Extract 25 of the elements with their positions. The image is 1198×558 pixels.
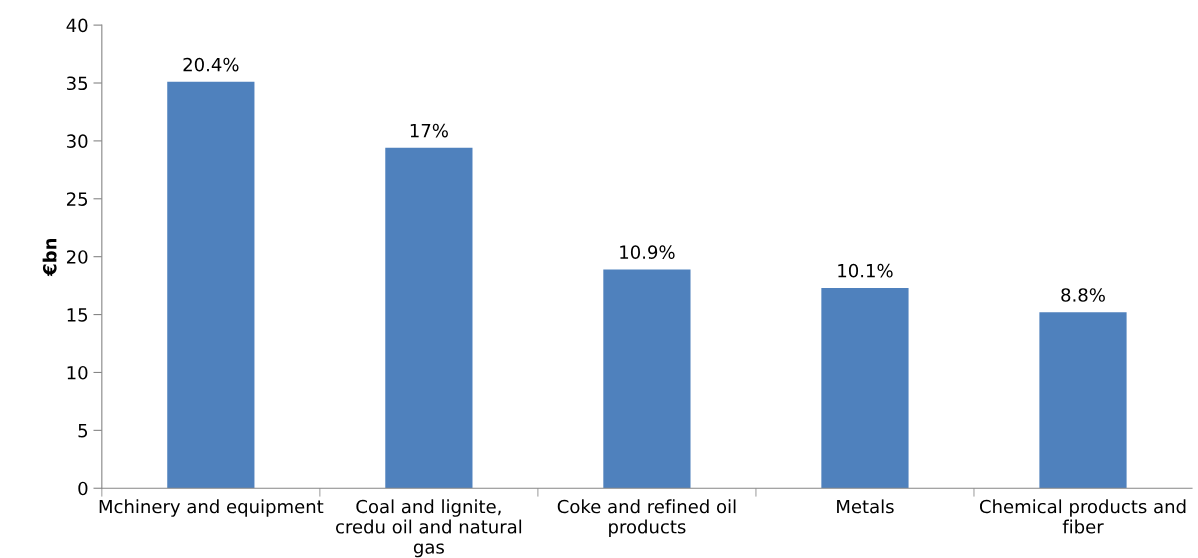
y-tick-label: 15: [67, 308, 88, 322]
annotation: 10.1%: [838, 263, 893, 278]
bar: [821, 287, 909, 489]
bar: [167, 81, 255, 489]
bar: [1039, 312, 1127, 489]
bar: [603, 269, 691, 489]
annotation: 8.8%: [1061, 288, 1105, 302]
y-tick-label: 0: [78, 481, 88, 496]
bar: [385, 147, 473, 489]
x-tick-label: Chemical products and fiber: [979, 499, 1186, 534]
x-tick-label: Coal and lignite, credu oil and natural gas: [336, 499, 522, 558]
y-tick-label: 40: [66, 18, 88, 33]
y-axis-title: €bn: [42, 238, 57, 277]
annotation: 20.4%: [183, 57, 239, 72]
y-tick-label: 25: [66, 192, 88, 206]
annotation: 17%: [410, 123, 448, 138]
y-tick-label: 20: [66, 250, 88, 264]
x-tick-label: Coke and refined oil products: [557, 499, 736, 538]
x-tick-label: Metals: [837, 499, 894, 514]
x-tick-label: Mchinery and equipment: [99, 499, 324, 517]
y-tick-label: 35: [67, 76, 88, 91]
y-tick-label: 5: [78, 424, 88, 438]
y-tick-label: 30: [67, 134, 88, 149]
annotation: 10.9%: [620, 245, 675, 259]
y-tick-label: 10: [67, 365, 88, 380]
